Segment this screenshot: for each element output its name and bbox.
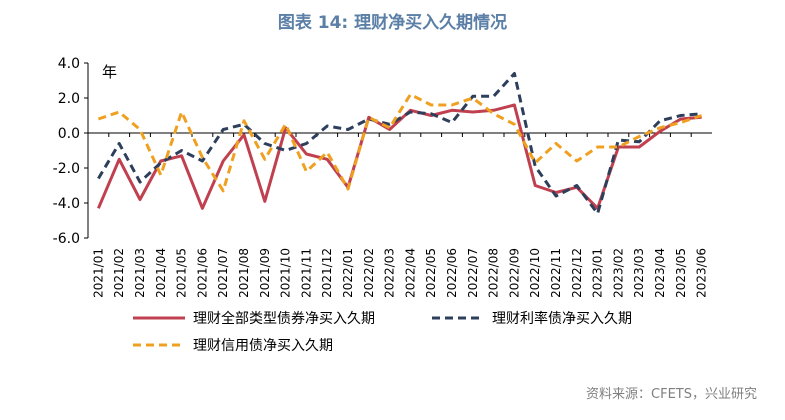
x-tick-label: 2021/12 bbox=[320, 248, 334, 298]
x-tick-label: 2022/03 bbox=[383, 248, 397, 298]
y-tick-label: -2.0 bbox=[53, 161, 80, 177]
legend-label: 理财利率债净买入久期 bbox=[492, 310, 632, 327]
source-note: 资料来源：CFETS，兴业研究 bbox=[586, 387, 757, 402]
y-unit-label: 年 bbox=[102, 63, 117, 81]
x-tick-label: 2021/11 bbox=[299, 248, 313, 298]
x-tick-label: 2023/06 bbox=[695, 248, 709, 298]
x-tick-label: 2021/06 bbox=[195, 248, 209, 298]
series-line-rate-bonds bbox=[97, 72, 702, 215]
x-tick-label: 2023/03 bbox=[632, 248, 646, 298]
x-tick-label: 2021/05 bbox=[175, 248, 189, 298]
x-tick-label: 2021/04 bbox=[154, 248, 168, 298]
x-tick-label: 2022/12 bbox=[570, 248, 584, 298]
x-tick-label: 2022/05 bbox=[424, 248, 438, 298]
x-tick-label: 2022/04 bbox=[403, 248, 417, 298]
x-tick-label: 2021/02 bbox=[112, 248, 126, 298]
x-tick-label: 2021/08 bbox=[237, 248, 251, 298]
x-tick-label: 2021/03 bbox=[133, 248, 147, 298]
x-tick-label: 2022/11 bbox=[549, 248, 563, 298]
y-tick-label: 2.0 bbox=[58, 91, 80, 107]
x-tick-label: 2023/02 bbox=[611, 248, 625, 298]
x-tick-label: 2021/01 bbox=[91, 248, 105, 298]
x-tick-label: 2021/07 bbox=[216, 248, 230, 298]
x-tick-label: 2023/04 bbox=[653, 248, 667, 298]
x-tick-label: 2022/09 bbox=[507, 248, 521, 298]
y-tick-label: 4.0 bbox=[58, 56, 80, 72]
chart-title: 图表 14: 理财净买入久期情况 bbox=[277, 13, 508, 33]
series-line-credit-bonds bbox=[97, 93, 703, 193]
legend-label: 理财全部类型债券净买入久期 bbox=[193, 310, 375, 327]
x-tick-label: 2021/09 bbox=[258, 248, 272, 298]
x-tick-label: 2022/01 bbox=[341, 248, 355, 298]
x-tick-label: 2023/01 bbox=[591, 248, 605, 298]
x-tick-label: 2022/02 bbox=[362, 248, 376, 298]
x-tick-label: 2022/10 bbox=[528, 248, 542, 298]
y-tick-label: 0.0 bbox=[58, 126, 80, 142]
legend-label: 理财信用债净买入久期 bbox=[193, 338, 333, 354]
y-tick-label: -4.0 bbox=[53, 196, 80, 212]
x-tick-label: 2022/08 bbox=[487, 248, 501, 298]
axes: 4.0 2.0 0.0 -2.0 -4.0 -6.0 年 2021/01 2021/02 2021… bbox=[53, 56, 712, 298]
series-lines bbox=[97, 72, 703, 215]
series-line-all-bonds bbox=[97, 103, 702, 210]
x-tick-label: 2022/07 bbox=[466, 248, 480, 298]
x-tick-label: 2022/06 bbox=[445, 248, 459, 298]
x-tick-label: 2023/05 bbox=[674, 248, 688, 298]
x-tick-label: 2021/10 bbox=[279, 248, 293, 298]
y-tick-label: -6.0 bbox=[53, 231, 80, 247]
